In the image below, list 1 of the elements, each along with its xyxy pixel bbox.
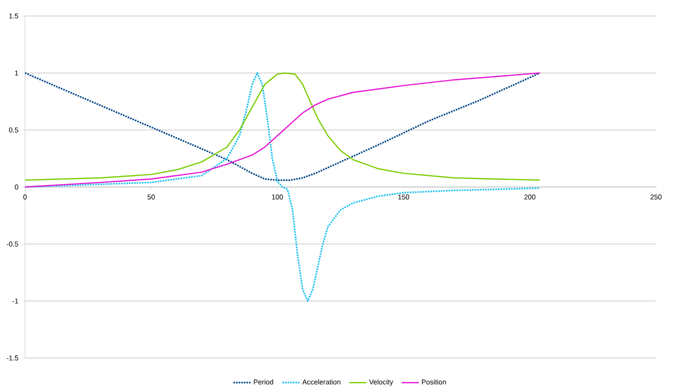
line-series: [25, 72, 541, 302]
